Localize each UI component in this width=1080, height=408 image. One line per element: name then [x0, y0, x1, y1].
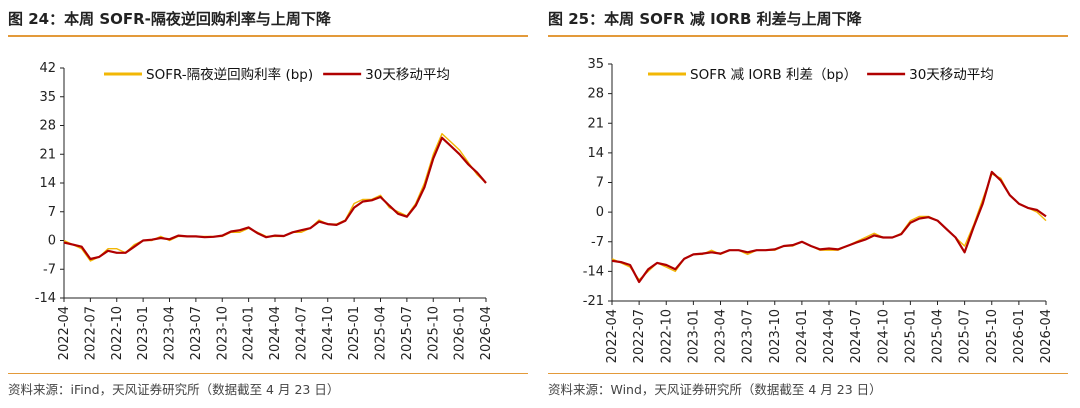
legend-label: SOFR-隔夜逆回购利率 (bp) — [146, 66, 313, 83]
y-tick-label: 7 — [596, 176, 604, 191]
legend-label: SOFR 减 IORB 利差（bp） — [690, 67, 857, 83]
x-tick-label: 2026-04 — [479, 306, 494, 360]
x-tick-label: 2022-10 — [659, 309, 674, 363]
source-rule — [548, 373, 1068, 374]
moving-average-line — [63, 136, 487, 261]
raw-series-line — [63, 132, 487, 262]
x-tick-label: 2026-01 — [1012, 309, 1027, 363]
x-tick-label: 2023-07 — [189, 306, 204, 360]
y-tick-label: 35 — [587, 57, 604, 72]
y-tick-label: -7 — [43, 262, 56, 277]
source-note: 资料来源：Wind，天风证券研究所（数据截至 4 月 23 日） — [548, 382, 882, 397]
y-tick-label: 21 — [587, 116, 604, 131]
legend-label: 30天移动平均 — [909, 67, 994, 83]
title-rule — [548, 35, 1068, 37]
y-tick-label: -7 — [591, 235, 604, 250]
raw-series-line — [611, 173, 1047, 281]
y-tick-label: -14 — [35, 291, 56, 306]
x-tick-label: 2023-01 — [686, 309, 701, 363]
moving-average-line — [611, 170, 1047, 284]
x-tick-label: 2024-07 — [849, 309, 864, 363]
x-tick-label: 2023-04 — [163, 306, 178, 360]
x-tick-label: 2023-01 — [136, 306, 151, 360]
y-tick-label: 14 — [39, 176, 56, 191]
x-tick-label: 2025-04 — [931, 309, 946, 363]
x-tick-label: 2025-04 — [374, 306, 389, 360]
x-tick-label: 2023-07 — [741, 309, 756, 363]
figure-title: 图 24：本周 SOFR-隔夜逆回购利率与上周下降 — [8, 10, 331, 28]
title-rule — [8, 35, 528, 37]
x-tick-label: 2022-10 — [110, 306, 125, 360]
x-tick-label: 2025-10 — [985, 309, 1000, 363]
x-tick-label: 2022-04 — [57, 306, 72, 360]
x-tick-label: 2025-07 — [958, 309, 973, 363]
y-tick-label: 42 — [39, 61, 56, 76]
x-tick-label: 2023-10 — [215, 306, 230, 360]
x-tick-label: 2024-04 — [268, 306, 283, 360]
y-tick-label: 0 — [596, 205, 604, 220]
x-tick-label: 2022-07 — [83, 306, 98, 360]
y-tick-label: 28 — [587, 87, 604, 102]
x-tick-label: 2025-07 — [400, 306, 415, 360]
y-tick-label: 28 — [39, 119, 56, 134]
y-tick-label: 35 — [39, 90, 56, 105]
x-tick-label: 2026-01 — [453, 306, 468, 360]
x-tick-label: 2022-04 — [605, 309, 620, 363]
x-tick-label: 2024-10 — [321, 306, 336, 360]
x-tick-label: 2025-10 — [426, 306, 441, 360]
x-tick-label: 2023-10 — [768, 309, 783, 363]
x-tick-label: 2025-01 — [903, 309, 918, 363]
y-tick-label: -14 — [583, 264, 604, 279]
chart-panel-sofr-rrp: 图 24：本周 SOFR-隔夜逆回购利率与上周下降 42 35 28 21 14 7 0 -7… — [8, 0, 528, 408]
x-tick-label: 2024-07 — [294, 306, 309, 360]
x-tick-label: 2024-10 — [876, 309, 891, 363]
x-tick-label: 2023-04 — [714, 309, 729, 363]
source-rule — [8, 373, 528, 374]
x-tick-label: 2024-01 — [795, 309, 810, 363]
x-tick-label: 2026-04 — [1039, 309, 1054, 363]
figure-title: 图 25：本周 SOFR 减 IORB 利差与上周下降 — [548, 10, 862, 28]
y-tick-label: 21 — [39, 147, 56, 162]
y-tick-label: -21 — [583, 294, 604, 309]
source-note: 资料来源：iFind，天风证券研究所（数据截至 4 月 23 日） — [8, 382, 340, 397]
y-tick-label: 0 — [48, 234, 56, 249]
x-tick-label: 2024-04 — [822, 309, 837, 363]
x-tick-label: 2022-07 — [632, 309, 647, 363]
legend-label: 30天移动平均 — [365, 67, 450, 83]
y-tick-label: 14 — [587, 146, 604, 161]
x-tick-label: 2025-01 — [347, 306, 362, 360]
chart-panel-sofr-iorb: 图 25：本周 SOFR 减 IORB 利差与上周下降 35 28 21 14 7 0 -7… — [548, 0, 1068, 408]
x-tick-label: 2024-01 — [242, 306, 257, 360]
y-tick-label: 7 — [48, 205, 56, 220]
